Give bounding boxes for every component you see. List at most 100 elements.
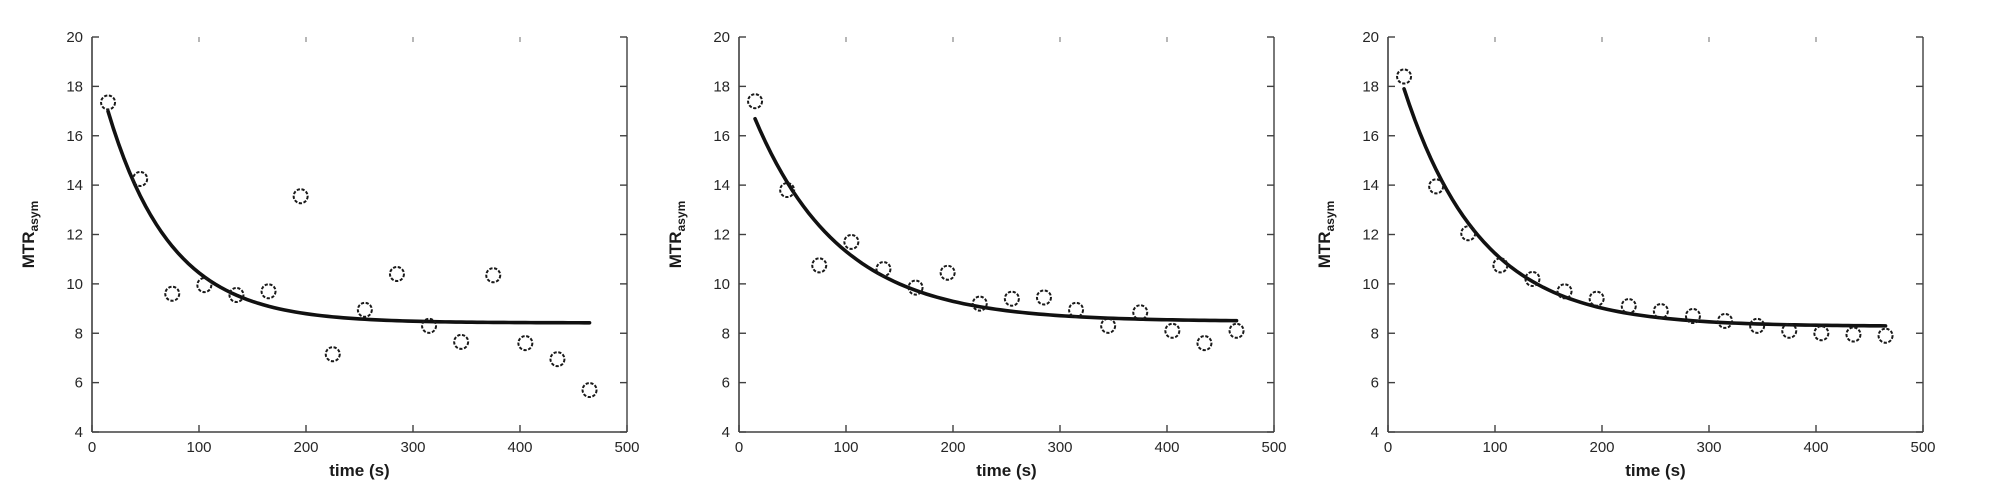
data-point xyxy=(100,94,117,111)
x-tick-label: 100 xyxy=(186,439,211,456)
x-tick-label: 500 xyxy=(1910,439,1935,456)
data-point xyxy=(1035,289,1052,306)
y-axis-label: MTRasym xyxy=(1315,201,1337,269)
x-axis-label: time (s) xyxy=(1625,461,1685,480)
x-tick-label: 500 xyxy=(614,439,639,456)
y-tick-label: 4 xyxy=(75,424,83,441)
y-tick-label: 12 xyxy=(713,227,730,244)
y-tick-label: 14 xyxy=(1362,177,1379,194)
y-tick-label: 8 xyxy=(1371,325,1379,342)
data-point xyxy=(1845,326,1862,343)
data-point xyxy=(356,301,373,318)
data-point xyxy=(324,346,341,363)
y-axis-label: MTRasym xyxy=(19,201,41,269)
y-tick-label: 10 xyxy=(1362,276,1379,293)
data-point xyxy=(875,261,892,278)
y-tick-label: 8 xyxy=(722,325,730,342)
data-point xyxy=(1813,325,1830,342)
data-point xyxy=(1492,257,1509,274)
data-point xyxy=(581,382,598,399)
x-tick-label: 100 xyxy=(833,439,858,456)
y-tick-label: 20 xyxy=(1362,29,1379,46)
x-tick-label: 300 xyxy=(400,439,425,456)
data-point xyxy=(1396,68,1413,85)
data-point xyxy=(196,277,213,294)
y-tick-label: 18 xyxy=(1362,78,1379,95)
y-tick-label: 20 xyxy=(66,29,83,46)
y-tick-label: 10 xyxy=(66,276,83,293)
data-point xyxy=(292,188,309,205)
x-tick-label: 100 xyxy=(1482,439,1507,456)
data-point xyxy=(1684,307,1701,324)
y-axis-label: MTRasym xyxy=(666,201,688,269)
fit-curve xyxy=(1402,87,1888,328)
x-axis-label: time (s) xyxy=(329,461,389,480)
data-point xyxy=(228,286,245,303)
x-tick-label: 400 xyxy=(507,439,532,456)
x-tick-label: 300 xyxy=(1696,439,1721,456)
data-point xyxy=(1100,317,1117,334)
x-tick-label: 300 xyxy=(1047,439,1072,456)
x-tick-label: 500 xyxy=(1261,439,1286,456)
data-point xyxy=(1196,335,1213,352)
data-point xyxy=(421,317,438,334)
x-tick-label: 0 xyxy=(735,439,743,456)
data-point xyxy=(260,283,277,300)
data-point xyxy=(1132,304,1149,321)
y-tick-label: 18 xyxy=(66,78,83,95)
data-point xyxy=(1428,178,1445,195)
data-point xyxy=(939,264,956,281)
x-axis-label: time (s) xyxy=(976,461,1036,480)
data-point xyxy=(549,351,566,368)
data-point xyxy=(1781,322,1798,339)
fit-curve xyxy=(753,116,1239,323)
data-point xyxy=(1749,317,1766,334)
data-point xyxy=(1556,283,1573,300)
data-point xyxy=(1068,301,1085,318)
data-point xyxy=(779,182,796,199)
data-point xyxy=(1620,298,1637,315)
data-point xyxy=(811,257,828,274)
data-point xyxy=(843,233,860,250)
data-point xyxy=(1164,322,1181,339)
x-tick-label: 400 xyxy=(1154,439,1179,456)
x-tick-label: 400 xyxy=(1803,439,1828,456)
y-tick-label: 6 xyxy=(75,375,83,392)
x-tick-label: 0 xyxy=(88,439,96,456)
data-point xyxy=(907,279,924,296)
data-point xyxy=(1652,303,1669,320)
data-point xyxy=(132,170,149,187)
data-point xyxy=(388,266,405,282)
x-tick-label: 200 xyxy=(940,439,965,456)
y-tick-label: 6 xyxy=(722,375,730,392)
data-point xyxy=(1460,225,1477,242)
y-tick-label: 12 xyxy=(1362,227,1379,244)
y-tick-label: 18 xyxy=(713,78,730,95)
data-point xyxy=(485,267,502,284)
data-point xyxy=(164,285,181,302)
y-tick-label: 16 xyxy=(1362,128,1379,145)
y-tick-label: 14 xyxy=(66,177,83,194)
y-tick-label: 10 xyxy=(713,276,730,293)
fit-curve xyxy=(106,109,592,325)
data-point xyxy=(1228,322,1245,339)
y-tick-label: 6 xyxy=(1371,375,1379,392)
x-tick-label: 200 xyxy=(293,439,318,456)
data-point xyxy=(747,93,764,110)
data-point xyxy=(1588,290,1605,307)
y-tick-label: 4 xyxy=(722,424,730,441)
data-point xyxy=(453,333,470,350)
data-point xyxy=(1003,290,1020,307)
data-point xyxy=(971,295,988,312)
data-point xyxy=(517,335,534,352)
y-tick-label: 12 xyxy=(66,227,83,244)
y-tick-label: 16 xyxy=(66,128,83,145)
y-tick-label: 14 xyxy=(713,177,730,194)
data-point xyxy=(1717,312,1734,329)
y-tick-label: 16 xyxy=(713,128,730,145)
